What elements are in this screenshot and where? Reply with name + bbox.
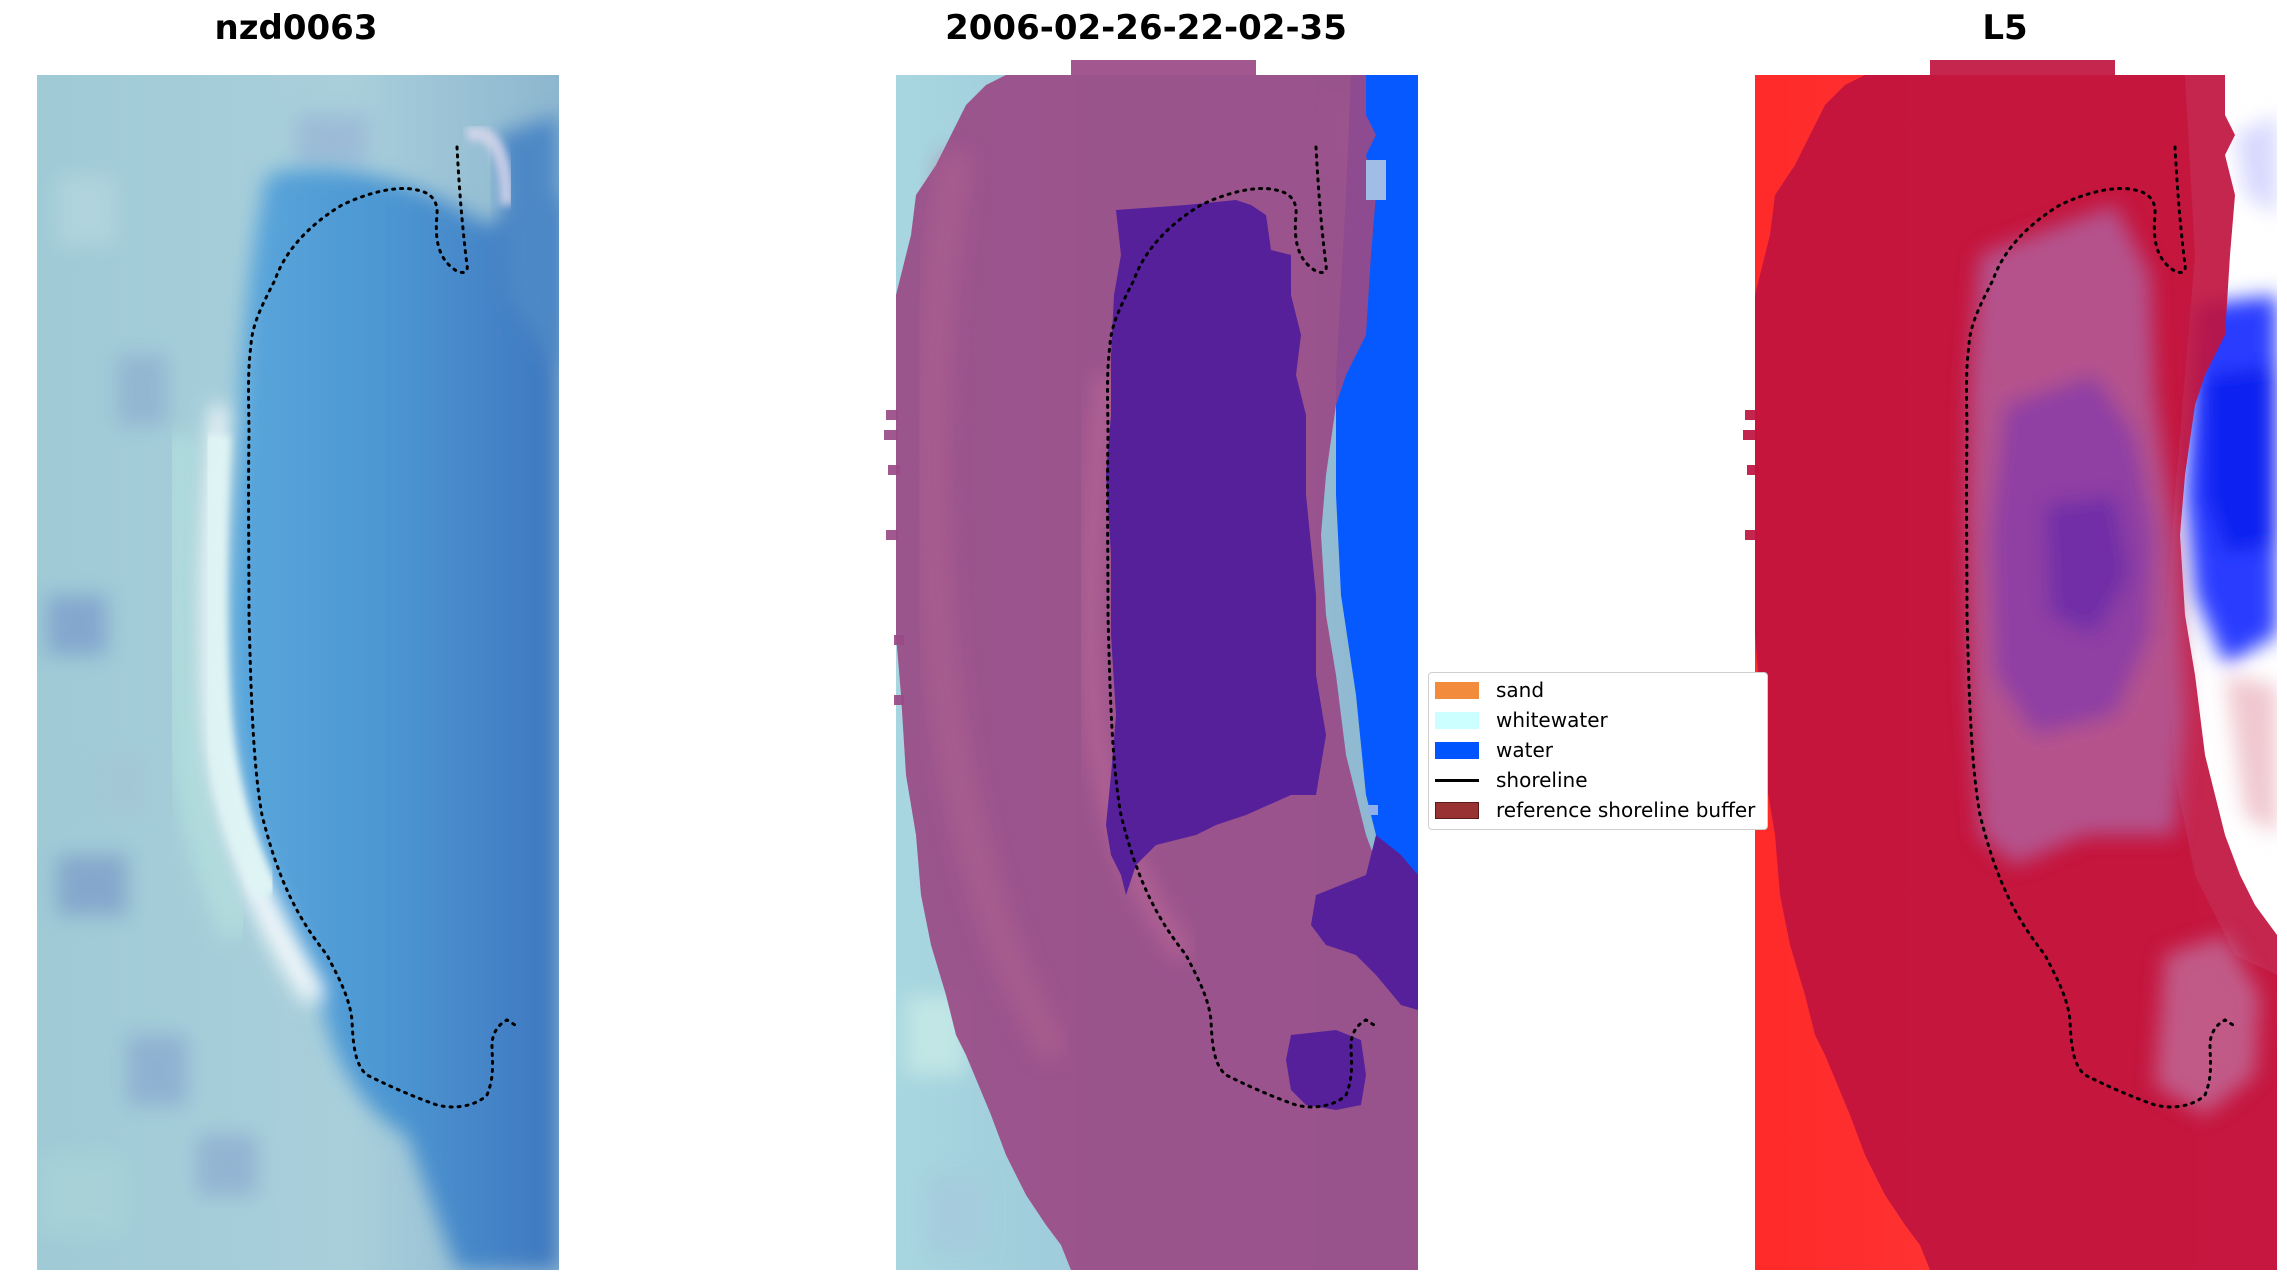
legend-label-buffer: reference shoreline buffer: [1496, 798, 1756, 822]
buffer-swatch: [1435, 802, 1479, 819]
legend-label-whitewater: whitewater: [1496, 708, 1608, 732]
classified-image: [884, 60, 1418, 1270]
index-image: [1743, 60, 2277, 1270]
classified-image-panel: [884, 60, 1418, 1270]
rgb-image-panel: [37, 75, 559, 1270]
shoreline-swatch: [1435, 779, 1479, 782]
legend-label-shoreline: shoreline: [1496, 768, 1588, 792]
shoreline-trace: [1965, 145, 2235, 1109]
panel-title-classified: 2006-02-26-22-02-35: [945, 8, 1347, 48]
panel-title-rgb: nzd0063: [214, 8, 378, 48]
rgb-satellite-image: [37, 75, 559, 1270]
sand-swatch: [1435, 682, 1479, 699]
legend-label-water: water: [1496, 738, 1553, 762]
legend-label-sand: sand: [1496, 678, 1545, 702]
shoreline-trace: [1106, 145, 1376, 1109]
index-image-panel: [1743, 60, 2277, 1270]
legend: sand whitewater water shoreline referenc…: [1428, 672, 1768, 830]
panel-title-index: L5: [1982, 8, 2028, 48]
water-swatch: [1435, 742, 1479, 759]
shoreline-trace: [247, 145, 517, 1109]
whitewater-swatch: [1435, 712, 1479, 729]
